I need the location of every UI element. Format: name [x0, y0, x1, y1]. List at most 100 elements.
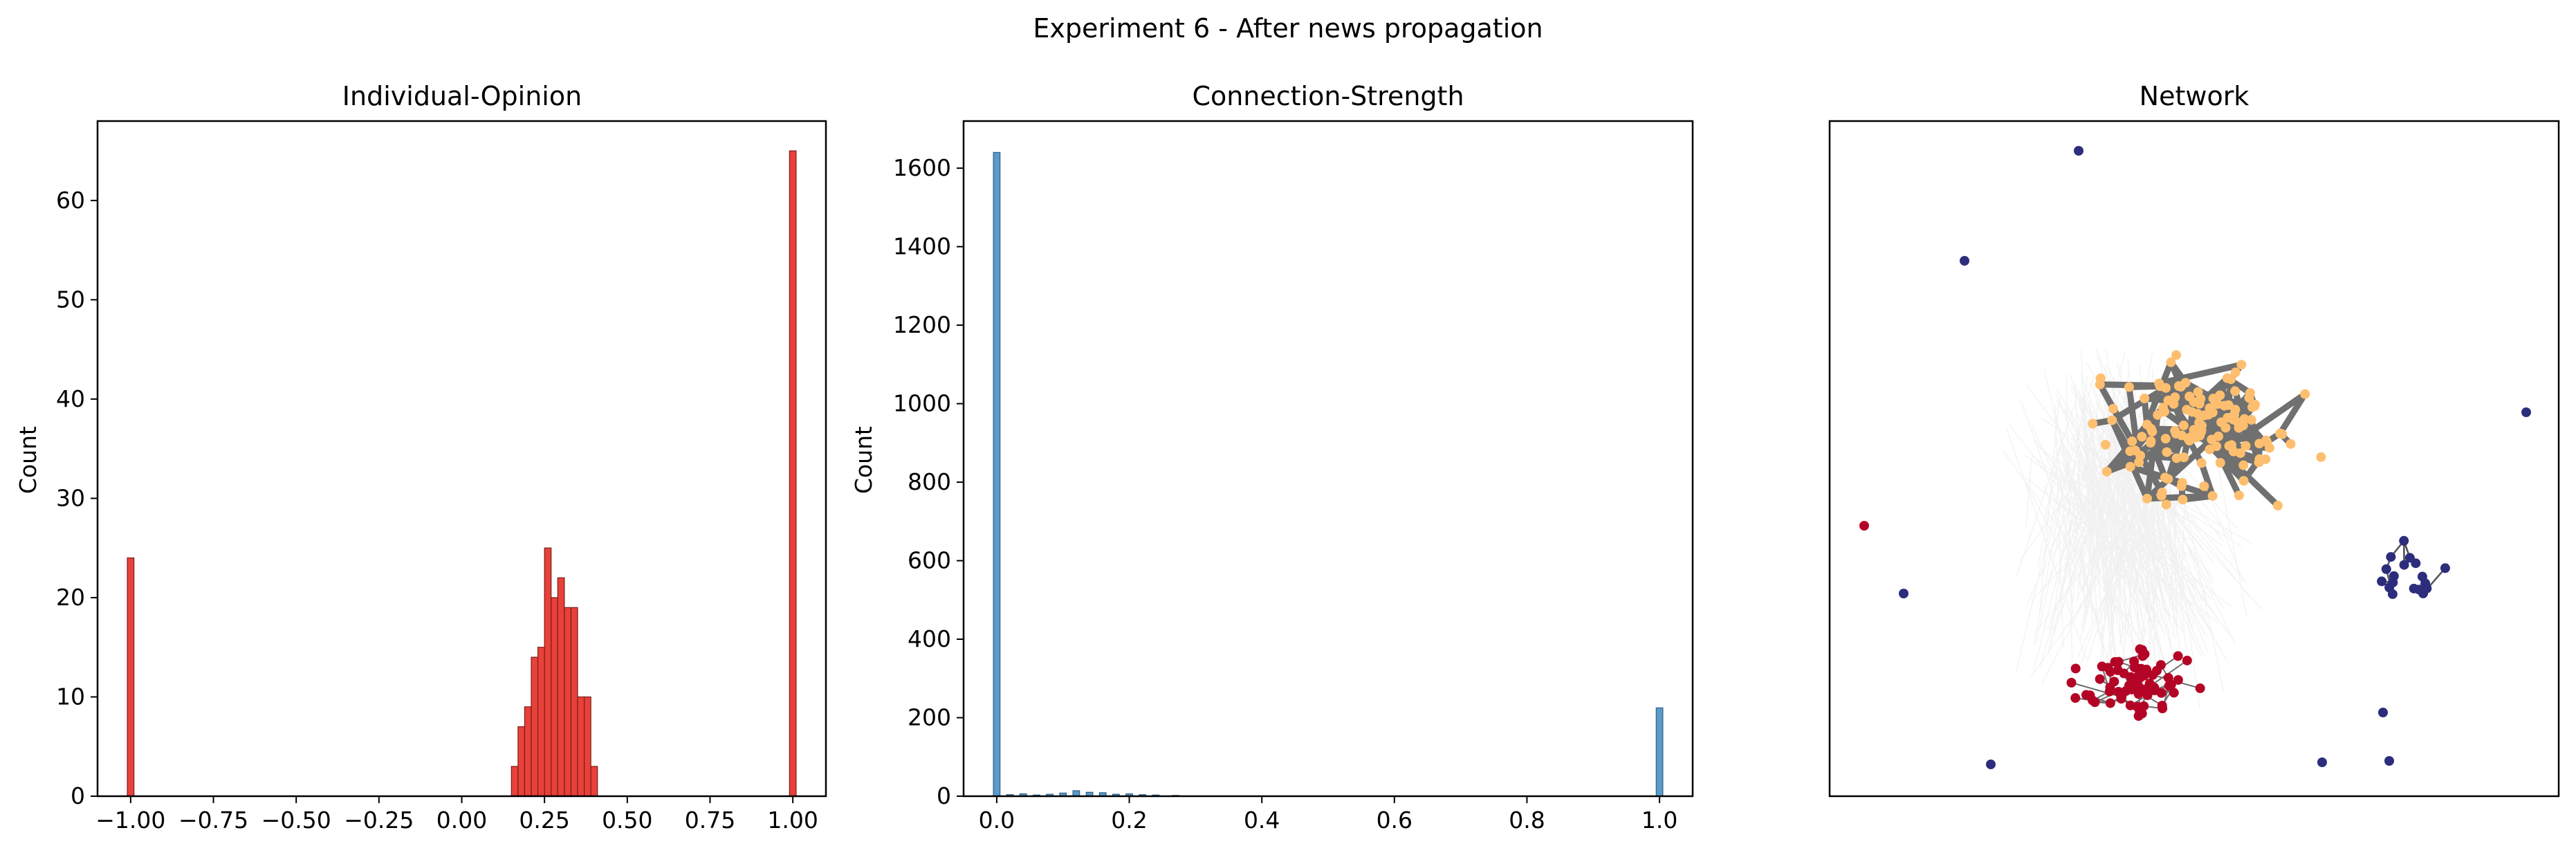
- panel1-bar-2: [517, 726, 526, 797]
- network-node: [2142, 419, 2152, 430]
- panel2-ytick-label: 1000: [893, 390, 951, 417]
- network-node: [2189, 425, 2199, 435]
- network-faint-edge: [2068, 481, 2148, 613]
- network-node: [2125, 461, 2135, 472]
- network-node: [2140, 394, 2150, 404]
- panel1-xtick-label: 0.50: [602, 807, 652, 834]
- network-faint-edge: [2076, 491, 2164, 629]
- panel1-bar-7: [551, 597, 558, 797]
- network-edge: [2248, 416, 2263, 463]
- network-faint-edge: [2066, 374, 2074, 697]
- network-edge: [2126, 383, 2182, 390]
- network-faint-edge: [2075, 460, 2187, 613]
- network-faint-edge: [2083, 435, 2108, 600]
- network-faint-edge: [2076, 434, 2117, 614]
- network-faint-edge: [2089, 400, 2111, 643]
- network-node: [2149, 682, 2160, 692]
- network-faint-edge: [2069, 472, 2108, 583]
- panel-connection-strength: Connection-Strength Count 0.0 0.2 0.4 0.6 0.…: [850, 81, 1694, 834]
- network-node: [2095, 674, 2105, 684]
- network-faint-edge: [2101, 387, 2164, 657]
- network-faint-edge: [2073, 493, 2172, 553]
- network-faint-edge: [2066, 451, 2174, 603]
- network-faint-edge: [2007, 422, 2177, 639]
- panel2-ytick-label: 1600: [893, 154, 951, 181]
- network-isolated-node: [2378, 708, 2388, 717]
- network-node: [2230, 386, 2241, 396]
- network-faint-edge: [2025, 454, 2135, 535]
- network-edge: [2144, 436, 2215, 502]
- network-node: [2228, 414, 2238, 425]
- network-faint-edge: [2083, 412, 2150, 607]
- network-faint-edge: [2062, 472, 2112, 573]
- network-faint-edge: [2136, 502, 2216, 616]
- network-node: [2179, 452, 2189, 463]
- figure-suptitle: Experiment 6 - After news propagation: [1033, 13, 1543, 44]
- panel3-title: Network: [2140, 81, 2250, 111]
- network-orange-nodes: [2088, 350, 2326, 511]
- network-faint-edge: [2115, 448, 2205, 657]
- panel1-bars: [127, 150, 797, 797]
- network-node: [2100, 439, 2110, 450]
- network-isolated-node: [1899, 589, 1908, 598]
- network-faint-edge: [2102, 512, 2163, 594]
- network-node: [2234, 490, 2245, 501]
- panel1-axes: −1.00 −0.75 −0.50 −0.25 0.00 0.25 0.50 0.75 1.00…: [56, 120, 827, 834]
- network-faint-edge: [2077, 390, 2207, 637]
- network-faint-edge: [2108, 410, 2113, 635]
- network-node: [2230, 367, 2241, 378]
- network-node: [2088, 419, 2098, 429]
- network-node: [2399, 535, 2409, 546]
- panel-individual-opinion: Individual-Opinion Count −1.00 −0.75 −0.50…: [15, 81, 827, 834]
- network-isolated-node: [2521, 407, 2531, 417]
- network-faint-edge: [2041, 466, 2145, 537]
- panel2-ytick-label: 600: [908, 547, 951, 574]
- network-faint-edge: [2089, 437, 2106, 680]
- network-node: [2226, 374, 2236, 385]
- network-node: [2104, 686, 2115, 697]
- network-faint-edge: [2108, 452, 2116, 584]
- panel1-xtick-label: −0.25: [344, 807, 414, 834]
- network-faint-edge: [2081, 481, 2117, 593]
- network-faint-edge: [2034, 439, 2184, 633]
- panel2-ylabel: Count: [850, 426, 877, 494]
- network-faint-edge: [2140, 533, 2191, 540]
- network-node: [2238, 476, 2249, 486]
- network-faint-edge: [2122, 501, 2126, 643]
- network-faint-edge: [2168, 472, 2200, 710]
- network-faint-edge: [2074, 503, 2197, 583]
- network-faint-edge: [2110, 490, 2113, 632]
- network-node: [2105, 698, 2115, 708]
- network-faint-edge: [2092, 421, 2162, 618]
- panel2-xtick-label: 1.0: [1641, 807, 1677, 834]
- network-faint-edge: [2119, 383, 2128, 590]
- network-faint-edge: [2064, 408, 2166, 637]
- network-node: [2107, 415, 2117, 425]
- network-faint-edge: [2053, 432, 2139, 654]
- network-node: [2171, 453, 2182, 463]
- network-node: [2241, 441, 2251, 451]
- network-faint-edge: [2021, 401, 2101, 625]
- panel1-bar-3: [524, 706, 532, 797]
- network-faint-edge: [2039, 398, 2060, 616]
- network-edge: [2178, 483, 2216, 499]
- panel2-bar-0: [993, 151, 1001, 797]
- network-node: [2409, 583, 2419, 594]
- network-node: [2153, 410, 2163, 420]
- network-faint-edge: [2110, 457, 2125, 668]
- network-node: [2142, 664, 2152, 674]
- network-edge: [2127, 463, 2186, 486]
- network-isolated-node: [2384, 756, 2394, 766]
- network-node: [2163, 474, 2173, 484]
- network-node: [2070, 663, 2081, 674]
- network-node: [2177, 430, 2187, 441]
- network-faint-edge: [2087, 405, 2117, 600]
- network-faint-edge: [2031, 477, 2145, 603]
- panel2-frame: [962, 120, 1694, 798]
- network-faint-edge: [2083, 457, 2167, 585]
- network-faint-edge: [2085, 443, 2129, 624]
- network-faint-edge: [2066, 475, 2133, 596]
- network-node: [2285, 439, 2296, 449]
- network-faint-edge: [2082, 447, 2126, 632]
